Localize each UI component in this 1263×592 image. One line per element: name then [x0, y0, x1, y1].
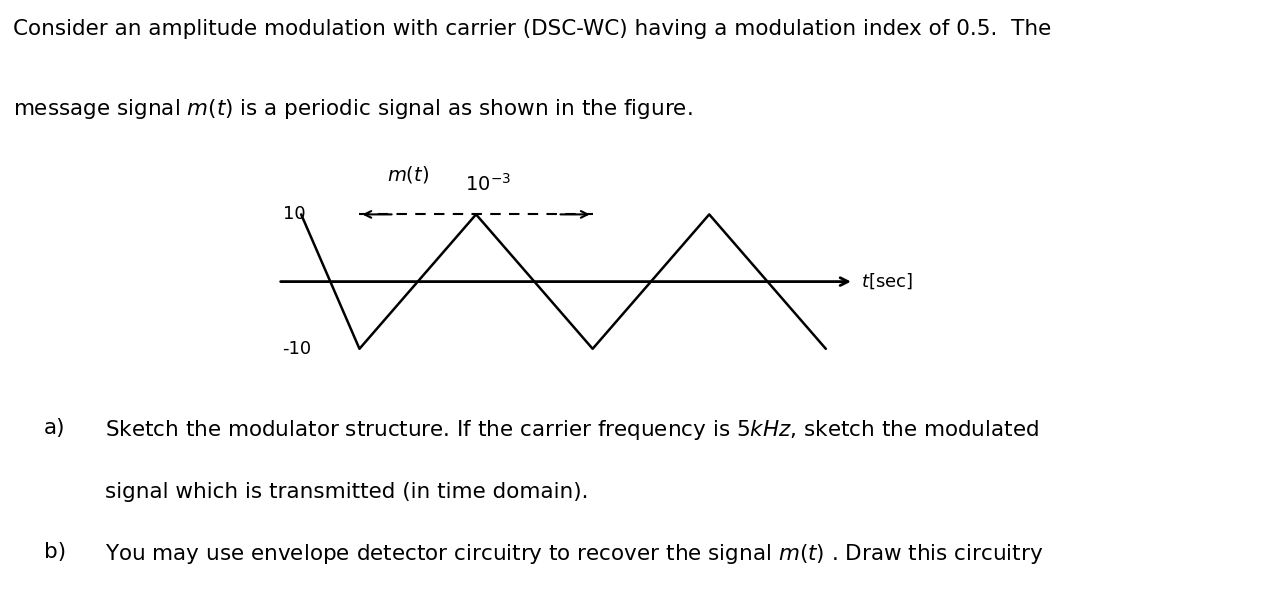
Text: You may use envelope detector circuitry to recover the signal $m(t)$ . Draw this: You may use envelope detector circuitry … — [105, 542, 1043, 567]
Text: $m(t)$: $m(t)$ — [388, 164, 429, 185]
Text: b): b) — [43, 542, 66, 562]
Text: a): a) — [43, 418, 66, 438]
Text: 10: 10 — [283, 205, 306, 223]
Text: $10^{-3}$: $10^{-3}$ — [465, 173, 510, 195]
Text: signal which is transmitted (in time domain).: signal which is transmitted (in time dom… — [105, 482, 589, 502]
Text: message signal $m(t)$ is a periodic signal as shown in the figure.: message signal $m(t)$ is a periodic sign… — [13, 97, 692, 121]
Text: -10: -10 — [283, 340, 312, 358]
Text: $t$[sec]: $t$[sec] — [861, 272, 913, 291]
Text: Consider an amplitude modulation with carrier (DSC-WC) having a modulation index: Consider an amplitude modulation with ca… — [13, 19, 1051, 39]
Text: Sketch the modulator structure. If the carrier frequency is $5kHz$, sketch the m: Sketch the modulator structure. If the c… — [105, 418, 1039, 442]
